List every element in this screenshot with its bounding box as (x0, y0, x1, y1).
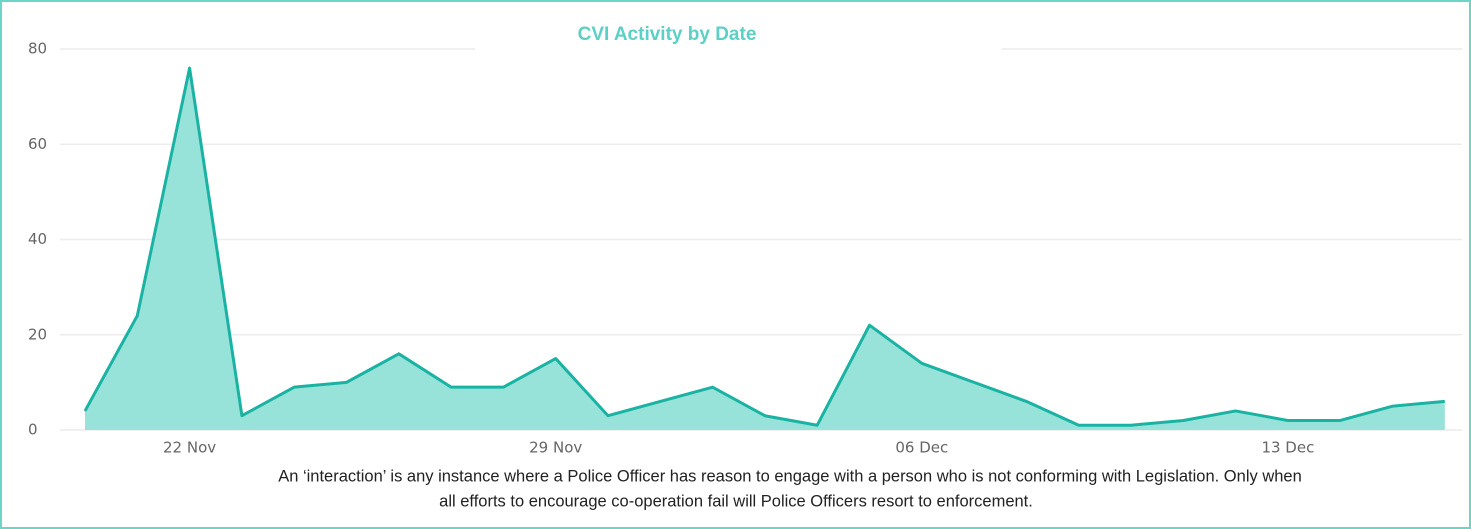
note-line: An ‘interaction’ is any instance where a… (278, 467, 1302, 485)
x-tick-label: 13 Dec (1261, 439, 1314, 457)
y-tick-label: 60 (28, 135, 47, 153)
y-tick-label: 80 (28, 40, 47, 58)
area (85, 68, 1445, 431)
x-tick-label: 06 Dec (895, 439, 948, 457)
title-backdrop (475, 20, 1002, 60)
y-tick-label: 0 (28, 421, 38, 439)
y-tick-label: 40 (28, 230, 47, 248)
chart-title: CVI Activity by Date (578, 24, 757, 45)
x-tick-label: 22 Nov (163, 439, 216, 457)
x-tick-label: 29 Nov (529, 439, 582, 457)
note-line: all efforts to encourage co-operation fa… (439, 492, 1033, 510)
y-tick-label: 20 (28, 325, 47, 343)
line (83, 66, 1445, 427)
